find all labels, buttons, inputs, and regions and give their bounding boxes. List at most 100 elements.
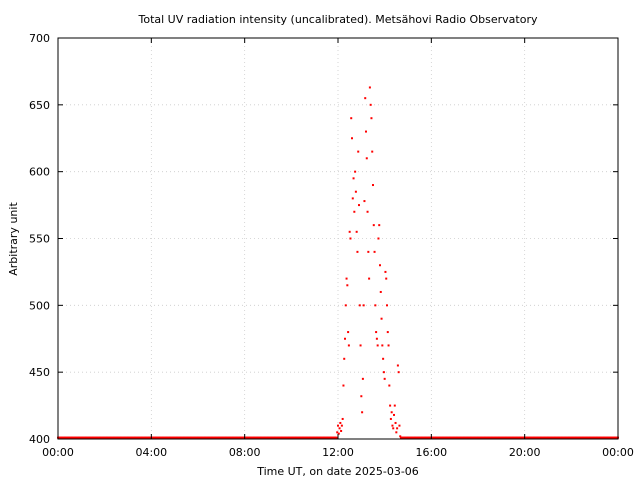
data-point [347, 344, 350, 347]
data-point [343, 357, 346, 360]
data-point [365, 130, 367, 133]
data-point [358, 204, 360, 207]
data-point [389, 417, 392, 420]
data-point [372, 224, 375, 227]
y-tick-label: 450 [29, 366, 50, 379]
data-point [370, 117, 373, 120]
data-point [374, 304, 377, 307]
data-point [396, 364, 399, 367]
data-point [362, 304, 365, 307]
data-point [351, 137, 353, 140]
data-point [353, 210, 356, 213]
y-tick-label: 400 [29, 433, 50, 446]
y-tick-label: 500 [29, 299, 50, 312]
baseline-point [335, 436, 338, 439]
data-point [344, 304, 347, 307]
grid [58, 38, 618, 439]
data-point [394, 421, 397, 424]
y-axis-label: Arbitrary unit [7, 202, 20, 276]
data-point [351, 197, 354, 200]
data-point [393, 413, 395, 416]
data-point [337, 432, 340, 435]
data-point [398, 424, 401, 427]
data-point [385, 277, 388, 280]
x-tick-label: 00:00 [602, 446, 634, 459]
data-point [399, 435, 402, 438]
data-point [364, 97, 367, 100]
data-point [367, 250, 370, 253]
x-tick-label: 16:00 [415, 446, 447, 459]
y-tick-label: 650 [29, 99, 50, 112]
data-point [383, 377, 386, 380]
y-tick-label: 550 [29, 233, 50, 246]
y-tick-label: 600 [29, 166, 50, 179]
data-point [389, 404, 392, 407]
chart-title: Total UV radiation intensity (uncalibrat… [138, 13, 538, 26]
x-axis-label: Time UT, on date 2025-03-06 [256, 465, 419, 478]
data-point [379, 264, 381, 267]
data-point [338, 427, 341, 430]
x-tick-label: 12:00 [322, 446, 354, 459]
data-point [369, 103, 372, 106]
data-point [391, 424, 394, 427]
data-point [397, 371, 400, 374]
data-point [359, 344, 362, 347]
data-point [376, 344, 379, 347]
data-point [395, 431, 398, 434]
x-tick-label: 08:00 [229, 446, 261, 459]
data-point [342, 384, 345, 387]
data-point [341, 417, 344, 420]
x-tick-label: 04:00 [135, 446, 167, 459]
data-point [375, 331, 378, 334]
data-point [358, 304, 361, 307]
data-point [373, 250, 376, 253]
data-point [363, 200, 366, 203]
data-point [386, 304, 388, 307]
data-point [339, 421, 342, 424]
data-point [386, 331, 389, 334]
data-point [348, 230, 351, 233]
data-point [360, 395, 363, 398]
data-point [375, 337, 378, 340]
data-point [361, 411, 364, 414]
x-tick-label: 20:00 [509, 446, 541, 459]
data-point [356, 250, 359, 253]
data-point [355, 230, 358, 233]
data-point [378, 224, 381, 227]
data-point [344, 337, 346, 340]
data-point [354, 170, 357, 173]
data-point [382, 371, 385, 374]
data-point [387, 344, 390, 347]
data-point [340, 429, 343, 432]
data-point [336, 431, 339, 434]
data-point [352, 177, 355, 180]
data-point [347, 331, 350, 334]
data-point [396, 427, 399, 430]
data-point [350, 117, 353, 120]
data-point [382, 357, 385, 360]
data-point [381, 344, 384, 347]
data-point [379, 290, 382, 293]
data-point [345, 277, 348, 280]
y-tick-label: 700 [29, 32, 50, 45]
data-points [57, 86, 619, 439]
data-point [368, 277, 371, 280]
data-point [361, 377, 364, 380]
data-point [368, 86, 371, 89]
data-point [371, 150, 374, 153]
data-point [390, 411, 393, 414]
data-point [384, 270, 387, 273]
data-point [340, 424, 343, 427]
x-tick-label: 00:00 [42, 446, 74, 459]
data-point [380, 317, 383, 320]
data-point [366, 210, 369, 213]
data-point [349, 237, 352, 240]
data-point [346, 284, 349, 287]
axis-ticks: 00:00 04:00 08:00 12:00 16:00 20:00 00:0040045… [29, 32, 634, 459]
data-point [393, 404, 396, 407]
data-point [354, 190, 357, 193]
data-point [337, 424, 339, 427]
data-point [377, 237, 380, 240]
data-point [365, 157, 368, 160]
